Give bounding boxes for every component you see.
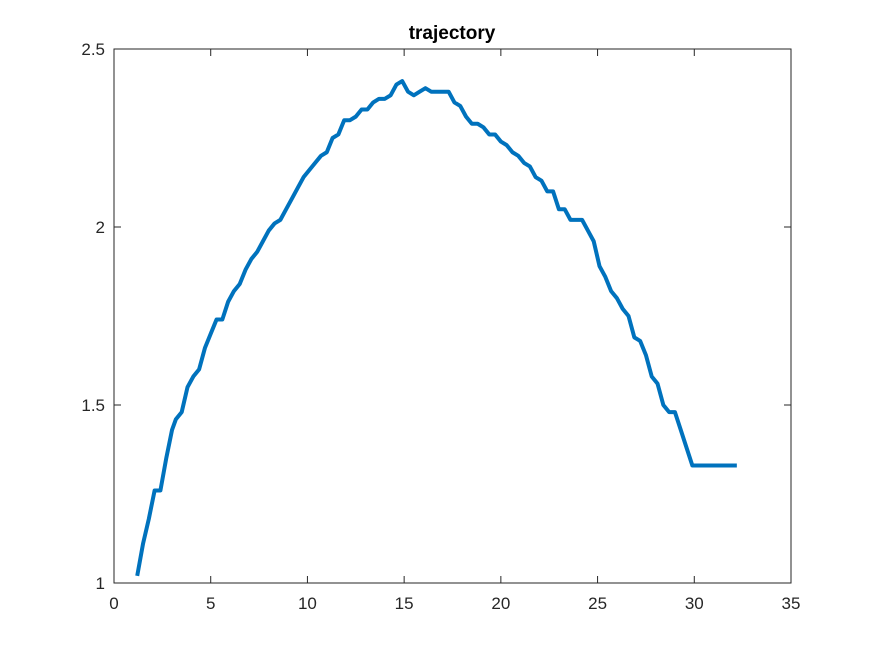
plot-area (114, 49, 791, 583)
data-layer (135, 79, 737, 577)
trajectory-line (135, 79, 737, 577)
x-tick-label: 25 (588, 594, 607, 613)
axes-box (113, 48, 792, 584)
x-tick-label: 0 (109, 594, 118, 613)
y-tick-label: 1.5 (81, 396, 105, 415)
x-tick-label: 30 (685, 594, 704, 613)
y-tick-label: 2.5 (81, 40, 105, 59)
x-tick-label: 15 (395, 594, 414, 613)
x-tick-label: 10 (298, 594, 317, 613)
y-tick-label: 2 (96, 218, 105, 237)
y-tick-label: 1 (96, 574, 105, 593)
x-tick-label: 5 (206, 594, 215, 613)
chart-title: trajectory (409, 23, 496, 44)
tick-layer: 0 5 10 15 20 25 30 35 1 1.5 2 2.5 (81, 40, 800, 613)
x-tick-label: 35 (782, 594, 801, 613)
x-tick-label: 20 (491, 594, 510, 613)
